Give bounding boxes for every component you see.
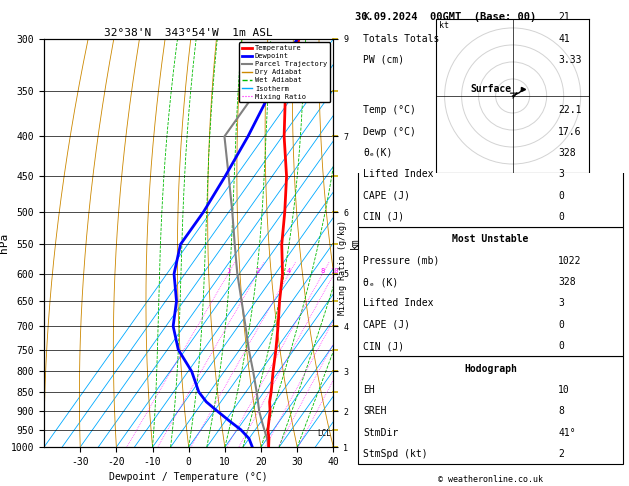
Text: 41°: 41°	[559, 428, 576, 437]
Text: 21: 21	[559, 12, 570, 22]
Text: 1: 1	[226, 268, 230, 274]
Text: θₑ (K): θₑ (K)	[364, 277, 399, 287]
Text: 8: 8	[559, 406, 564, 417]
Text: Mixing Ratio (g/kg): Mixing Ratio (g/kg)	[338, 220, 347, 315]
Text: PW (cm): PW (cm)	[364, 55, 404, 65]
Text: Surface: Surface	[470, 84, 511, 94]
Text: θₑ(K): θₑ(K)	[364, 148, 393, 158]
Title: 32°38'N  343°54'W  1m ASL: 32°38'N 343°54'W 1m ASL	[104, 28, 273, 38]
Text: Hodograph: Hodograph	[464, 364, 517, 374]
Bar	[358, 356, 623, 464]
Text: Lifted Index: Lifted Index	[364, 298, 434, 309]
Text: 3: 3	[559, 298, 564, 309]
Text: 0: 0	[559, 341, 564, 351]
Text: EH: EH	[364, 385, 376, 395]
Text: 30.09.2024  00GMT  (Base: 00): 30.09.2024 00GMT (Base: 00)	[355, 12, 537, 22]
Text: 8: 8	[320, 268, 325, 274]
Text: 10: 10	[330, 268, 338, 274]
Text: CIN (J): CIN (J)	[364, 212, 404, 222]
Text: 10: 10	[559, 385, 570, 395]
Text: 2: 2	[255, 268, 260, 274]
Text: 1022: 1022	[559, 256, 582, 266]
Text: Totals Totals: Totals Totals	[364, 34, 440, 44]
Text: 2: 2	[559, 449, 564, 459]
Text: 41: 41	[559, 34, 570, 44]
Text: Most Unstable: Most Unstable	[452, 234, 529, 244]
Text: CAPE (J): CAPE (J)	[364, 320, 411, 330]
Text: 3: 3	[559, 169, 564, 179]
Text: 0: 0	[559, 191, 564, 201]
Y-axis label: hPa: hPa	[0, 233, 9, 253]
Text: © weatheronline.co.uk: © weatheronline.co.uk	[438, 475, 543, 484]
Text: 328: 328	[559, 277, 576, 287]
Text: 0: 0	[559, 320, 564, 330]
Text: 22.1: 22.1	[559, 105, 582, 115]
Text: Pressure (mb): Pressure (mb)	[364, 256, 440, 266]
Text: kt: kt	[440, 21, 450, 30]
Text: 328: 328	[559, 148, 576, 158]
Legend: Temperature, Dewpoint, Parcel Trajectory, Dry Adiabat, Wet Adiabat, Isotherm, Mi: Temperature, Dewpoint, Parcel Trajectory…	[239, 42, 330, 103]
Text: StmDir: StmDir	[364, 428, 399, 437]
Text: CAPE (J): CAPE (J)	[364, 191, 411, 201]
Text: CIN (J): CIN (J)	[364, 341, 404, 351]
Text: StmSpd (kt): StmSpd (kt)	[364, 449, 428, 459]
Text: 4: 4	[287, 268, 291, 274]
Text: 3.33: 3.33	[559, 55, 582, 65]
Bar	[358, 77, 623, 227]
Text: 0: 0	[559, 212, 564, 222]
Text: Lifted Index: Lifted Index	[364, 169, 434, 179]
Text: SREH: SREH	[364, 406, 387, 417]
X-axis label: Dewpoint / Temperature (°C): Dewpoint / Temperature (°C)	[109, 472, 268, 483]
Text: K: K	[364, 12, 369, 22]
Y-axis label: km
ASL: km ASL	[350, 234, 371, 252]
Text: LCL: LCL	[318, 429, 331, 438]
Text: 17.6: 17.6	[559, 127, 582, 137]
Bar	[358, 227, 623, 356]
Text: Temp (°C): Temp (°C)	[364, 105, 416, 115]
Bar	[358, 10, 623, 77]
Text: Dewp (°C): Dewp (°C)	[364, 127, 416, 137]
